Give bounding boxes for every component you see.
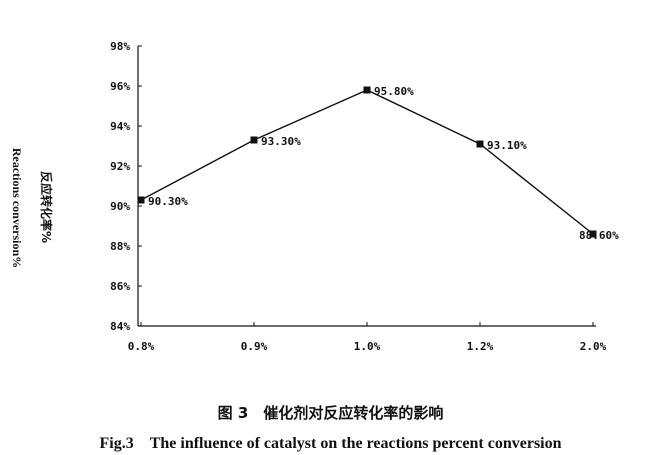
y-tick-label: 94% bbox=[110, 120, 130, 133]
data-point-marker bbox=[589, 230, 597, 238]
series-line bbox=[140, 89, 594, 235]
y-tick-label: 86% bbox=[110, 280, 130, 293]
data-point-marker bbox=[363, 86, 371, 94]
data-point-marker bbox=[137, 196, 145, 204]
data-label: 93.30% bbox=[261, 135, 301, 148]
y-tick-label: 90% bbox=[110, 200, 130, 213]
y-tick-label: 98% bbox=[110, 40, 130, 53]
y-axis-label-en: Reactions conversion% bbox=[10, 148, 24, 268]
x-tick-label: 1.2% bbox=[467, 340, 494, 353]
x-tick-label: 1.0% bbox=[354, 340, 381, 353]
axes: 84% 86% 88% 90% 92% 94% 96% 98% 0.8% 0.9% 1.0% 1.2%… bbox=[110, 40, 606, 353]
y-axis-label-cn: 反应转化率% bbox=[39, 171, 54, 243]
x-tick-label: 0.8% bbox=[128, 340, 155, 353]
data-label: 90.30% bbox=[148, 195, 188, 208]
x-tick-label: 0.9% bbox=[241, 340, 268, 353]
data-label: 95.80% bbox=[374, 85, 414, 98]
y-tick-label: 96% bbox=[110, 80, 130, 93]
series-group: 90.30% 93.30% 95.80% 93.10% 88.60% bbox=[137, 85, 619, 242]
data-label: 88.60% bbox=[579, 229, 619, 242]
figure-caption-cn: 图 3 催化剂对反应转化率的影响 bbox=[217, 404, 444, 422]
x-tick-label: 2.0% bbox=[580, 340, 607, 353]
figure-caption-en: Fig.3 The influence of catalyst on the r… bbox=[99, 435, 562, 452]
data-point-marker bbox=[250, 136, 258, 144]
data-label: 93.10% bbox=[487, 139, 527, 152]
y-tick-label: 88% bbox=[110, 240, 130, 253]
data-point-marker bbox=[476, 140, 484, 148]
y-tick-label: 92% bbox=[110, 160, 130, 173]
y-tick-label: 84% bbox=[110, 320, 130, 333]
